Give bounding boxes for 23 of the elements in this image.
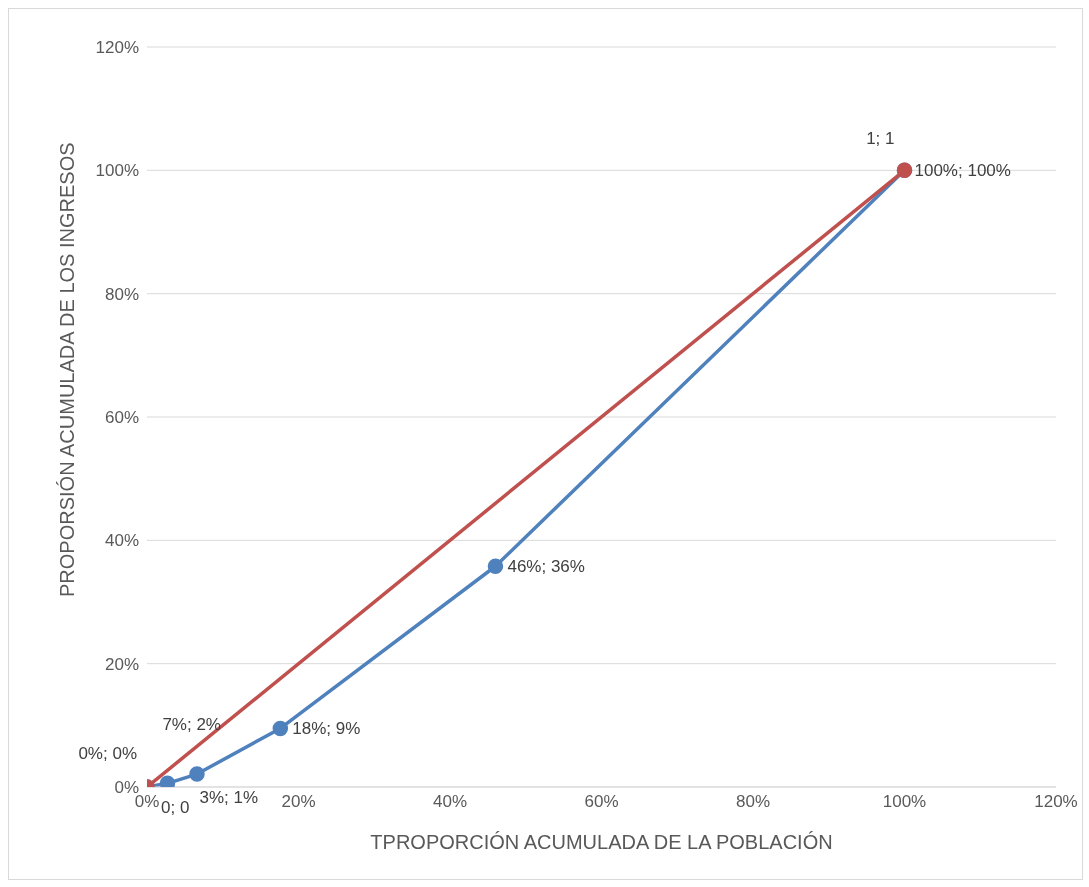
x-tick-label: 60% bbox=[584, 792, 619, 812]
data-label: 7%; 2% bbox=[162, 715, 221, 735]
x-tick-label: 40% bbox=[432, 792, 468, 812]
x-tick-label: 20% bbox=[281, 792, 316, 812]
data-label: 3%; 1% bbox=[199, 788, 259, 808]
y-tick-label: 80% bbox=[104, 284, 139, 304]
x-axis-title: TPROPORCIÓN ACUMULADA DE LA POBLACIÓN bbox=[370, 831, 833, 853]
x-tick-label: 0% bbox=[134, 792, 160, 812]
data-label: 0; 0 bbox=[161, 798, 190, 817]
y-tick-label: 120% bbox=[95, 38, 139, 58]
y-axis-title: PROPORSIÓN ACUMULADA DE LOS INGRESOS bbox=[56, 142, 79, 597]
x-tick-label: 120% bbox=[1034, 792, 1078, 812]
data-label: 46%; 36% bbox=[507, 557, 585, 577]
y-tick-label: 60% bbox=[104, 408, 139, 428]
data-label: 0%; 0% bbox=[78, 744, 137, 763]
y-tick-label: 40% bbox=[104, 531, 139, 551]
y-tick-label: 100% bbox=[95, 161, 139, 181]
data-label: 1; 1 bbox=[866, 129, 895, 149]
data-label: 18%; 9% bbox=[292, 719, 361, 739]
x-tick-label: 100% bbox=[882, 792, 927, 812]
y-tick-label: 20% bbox=[104, 654, 139, 674]
data-label: 100%; 100% bbox=[914, 161, 1011, 181]
x-tick-label: 80% bbox=[735, 792, 771, 812]
